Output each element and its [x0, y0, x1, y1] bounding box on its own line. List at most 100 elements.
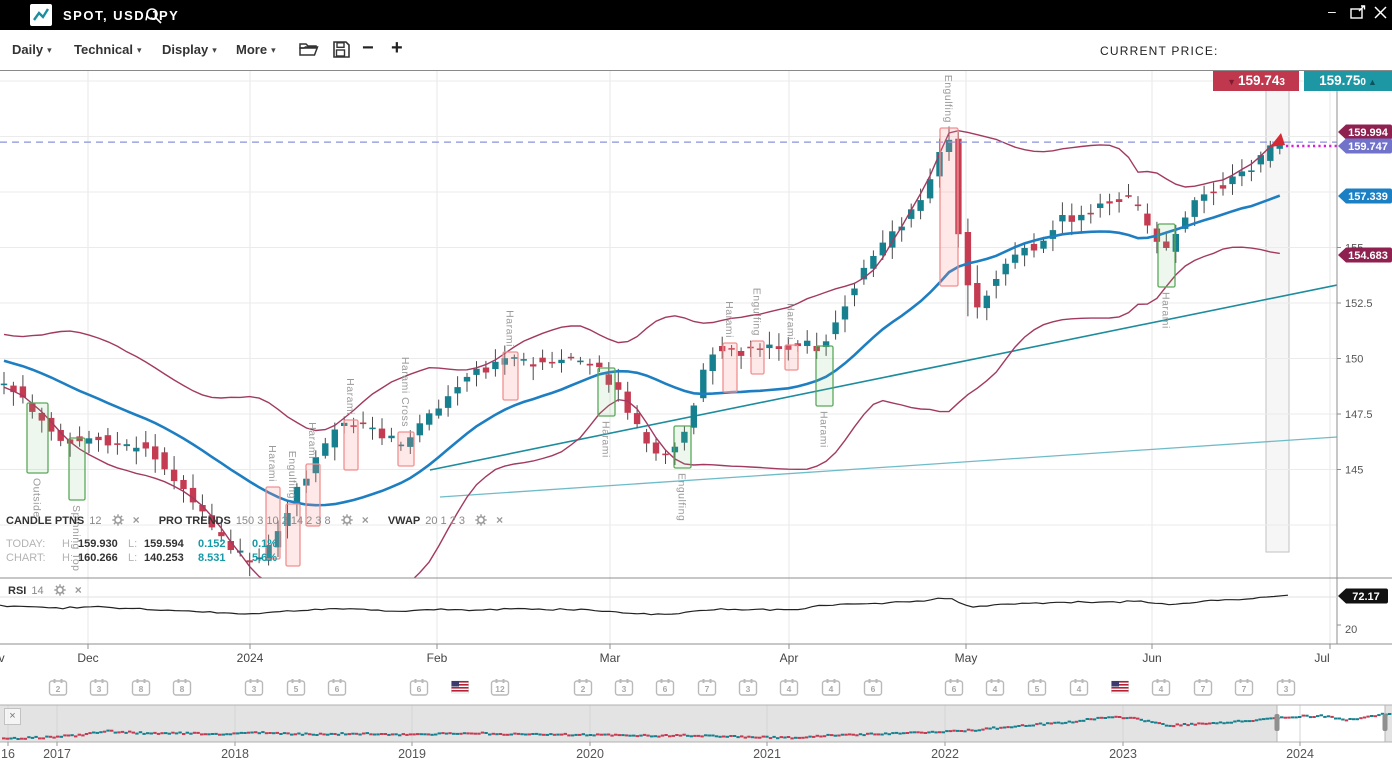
calendar-event-marker[interactable]: 5	[286, 679, 306, 696]
calendar-event-marker[interactable]: 6	[327, 679, 347, 696]
svg-text:2: 2	[581, 684, 586, 694]
price-badge: 154.683	[1338, 247, 1392, 263]
menu-technical[interactable]: Technical ▾	[74, 42, 142, 57]
calendar-event-marker[interactable]: 12	[490, 679, 510, 696]
app-logo-icon	[30, 4, 52, 26]
indicator-candle-ptns: CANDLE PTNS 12	[6, 515, 102, 527]
calendar-event-marker[interactable]: 4	[821, 679, 841, 696]
candle-pattern-harami-cross: Harami Cross	[397, 357, 415, 467]
price-badge: 72.17	[1338, 588, 1388, 604]
svg-text:2017: 2017	[43, 747, 71, 761]
svg-text:Outside: Outside	[31, 478, 43, 518]
toolbar: Daily ▾ Technical ▾ Display ▾ More ▾ − + CUR…	[0, 30, 1392, 91]
calendar-event-marker[interactable]: 4	[985, 679, 1005, 696]
candle-pattern-harami: Harami	[265, 445, 281, 560]
pattern-annotations: Outside Spinning Top Harami Engulfing Harami…	[26, 75, 1176, 572]
zoom-in-button[interactable]: +	[391, 37, 403, 59]
svg-text:7: 7	[1242, 684, 1247, 694]
calendar-event-marker[interactable]: 3	[738, 679, 758, 696]
popout-icon[interactable]	[1350, 5, 1367, 23]
calendar-event-marker[interactable]: 7	[697, 679, 717, 696]
calendar-event-marker[interactable]: 6	[409, 679, 429, 696]
calendar-event-marker[interactable]: 4	[779, 679, 799, 696]
calendar-event-marker[interactable]: 7	[1193, 679, 1213, 696]
svg-text:Harami: Harami	[723, 301, 735, 338]
close-icon[interactable]	[1374, 6, 1387, 22]
candle-pattern-engulfing: Engulfing	[939, 75, 959, 287]
navigator-handle[interactable]	[1382, 714, 1388, 731]
navigator-year-labels: 16 2017 2018 2019 2020 2021 2022 2023 2024	[1, 742, 1314, 761]
calendar-event-marker[interactable]: 2	[573, 679, 593, 696]
svg-text:159.994: 159.994	[1348, 127, 1389, 139]
calendar-event-marker[interactable]: 3	[614, 679, 634, 696]
svg-text:7: 7	[705, 684, 710, 694]
svg-text:147.5: 147.5	[1345, 409, 1373, 421]
calendar-event-marker[interactable]: 6	[944, 679, 964, 696]
calendar-event-marker[interactable]: 6	[655, 679, 675, 696]
chevron-down-icon: ▾	[47, 45, 52, 55]
navigator-close-icon[interactable]: ×	[4, 708, 21, 725]
calendar-event-marker[interactable]: 3	[1276, 679, 1296, 696]
calendar-event-marker[interactable]: 4	[1069, 679, 1089, 696]
calendar-event-marker[interactable]: 3	[89, 679, 109, 696]
close-icon[interactable]: ×	[74, 583, 82, 597]
navigator[interactable]	[0, 704, 1392, 743]
svg-text:2020: 2020	[576, 747, 604, 761]
menu-timeframe[interactable]: Daily ▾	[12, 42, 52, 57]
bollinger-bands	[3, 129, 1281, 578]
us-flag-icon[interactable]	[451, 680, 469, 694]
calendar-event-marker[interactable]: 7	[1234, 679, 1254, 696]
gear-icon[interactable]	[53, 584, 66, 599]
svg-text:Engulfing: Engulfing	[286, 451, 298, 499]
candle-pattern-outside: Outside	[26, 402, 49, 518]
gear-icon[interactable]	[340, 514, 353, 529]
svg-text:8: 8	[139, 684, 144, 694]
title-bar: SPOT, USD/JPY –	[0, 0, 1392, 30]
calendar-event-marker[interactable]: 5	[1027, 679, 1047, 696]
svg-text:6: 6	[663, 684, 668, 694]
candle-pattern-harami: Harami	[784, 303, 799, 371]
gear-icon[interactable]	[475, 514, 487, 529]
svg-text:4: 4	[993, 684, 998, 694]
close-icon[interactable]: ×	[361, 513, 369, 527]
calendar-event-marker[interactable]: 3	[244, 679, 264, 696]
symbol-title: SPOT, USD/JPY	[63, 8, 180, 23]
menu-more[interactable]: More ▾	[236, 42, 276, 57]
svg-text:4: 4	[787, 684, 792, 694]
time-axis: Nov Dec 2024 Feb Mar Apr May Jun Jul	[0, 644, 1331, 665]
close-icon[interactable]: ×	[132, 513, 140, 527]
calendar-event-marker[interactable]: 8	[172, 679, 192, 696]
price-axis[interactable]: 162.5155152.5150147.514520159.994159.747…	[1337, 76, 1392, 636]
navigator-selection[interactable]	[1277, 705, 1385, 742]
ask-price-button[interactable]: 159.750 ▲	[1304, 71, 1392, 91]
close-icon[interactable]: ×	[496, 513, 504, 527]
svg-text:Harami: Harami	[344, 378, 356, 415]
pane-borders	[0, 70, 1392, 645]
svg-text:Harami: Harami	[266, 445, 278, 482]
svg-text:5: 5	[294, 684, 299, 694]
open-folder-icon[interactable]	[298, 40, 320, 63]
search-icon[interactable]	[144, 6, 164, 31]
menu-display[interactable]: Display ▾	[162, 42, 217, 57]
candle-pattern-harami: Harami	[1157, 223, 1176, 329]
svg-text:2019: 2019	[398, 747, 426, 761]
us-flag-icon[interactable]	[1111, 680, 1129, 694]
calendar-event-marker[interactable]: 2	[48, 679, 68, 696]
indicator-vwap: VWAP 20 1 2 3	[387, 515, 465, 527]
svg-text:8: 8	[180, 684, 185, 694]
svg-text:4: 4	[1159, 684, 1164, 694]
calendar-event-marker[interactable]: 6	[863, 679, 883, 696]
candle-pattern-harami: Harami	[502, 310, 519, 401]
gear-icon[interactable]	[111, 514, 124, 529]
minimize-icon[interactable]: –	[1328, 3, 1336, 19]
calendar-event-marker[interactable]: 8	[131, 679, 151, 696]
navigator-handle[interactable]	[1274, 714, 1280, 731]
svg-text:Harami Cross: Harami Cross	[399, 357, 411, 427]
calendar-event-marker[interactable]: 4	[1151, 679, 1171, 696]
svg-text:3: 3	[1284, 684, 1289, 694]
zoom-out-button[interactable]: −	[362, 37, 374, 59]
svg-text:16: 16	[1, 747, 15, 761]
save-icon[interactable]	[332, 40, 351, 64]
bid-price-button[interactable]: ▼ 159.743	[1213, 71, 1299, 91]
